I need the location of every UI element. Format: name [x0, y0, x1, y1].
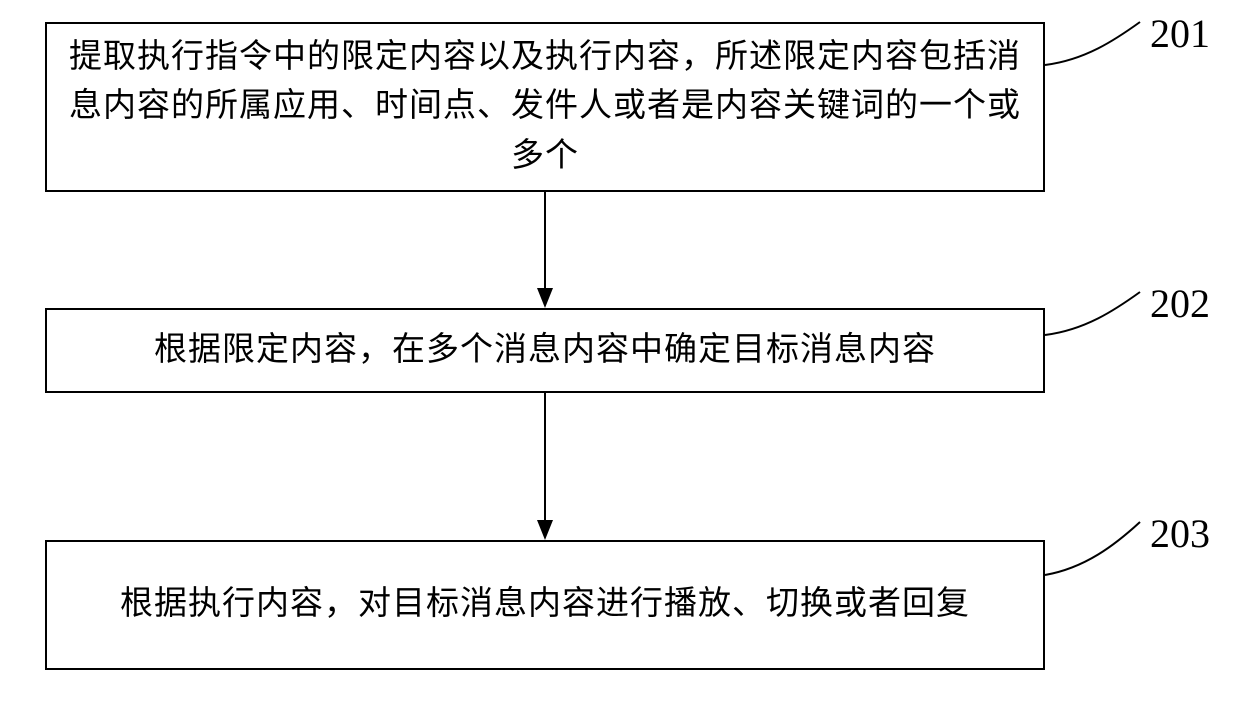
flow-step-3-text: 根据执行内容，对目标消息内容进行播放、切换或者回复 [120, 580, 970, 630]
step-number-201: 201 [1150, 10, 1210, 57]
connector-c2 [1045, 292, 1140, 335]
flow-step-3: 根据执行内容，对目标消息内容进行播放、切换或者回复 [45, 540, 1045, 670]
connector-c3 [1045, 522, 1140, 575]
flowchart-canvas: 提取执行指令中的限定内容以及执行内容，所述限定内容包括消息内容的所属应用、时间点… [0, 0, 1240, 713]
arrowhead-e2 [537, 520, 553, 540]
flow-step-2-text: 根据限定内容，在多个消息内容中确定目标消息内容 [154, 326, 936, 376]
arrowhead-e1 [537, 288, 553, 308]
flow-step-1-text: 提取执行指令中的限定内容以及执行内容，所述限定内容包括消息内容的所属应用、时间点… [65, 33, 1025, 182]
flow-step-1: 提取执行指令中的限定内容以及执行内容，所述限定内容包括消息内容的所属应用、时间点… [45, 22, 1045, 192]
step-number-202: 202 [1150, 280, 1210, 327]
connector-c1 [1045, 22, 1140, 65]
flow-step-2: 根据限定内容，在多个消息内容中确定目标消息内容 [45, 308, 1045, 393]
step-number-203: 203 [1150, 510, 1210, 557]
